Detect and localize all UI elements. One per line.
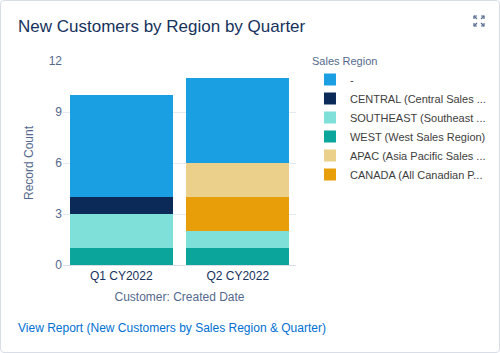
svg-text:Q2 CY2022: Q2 CY2022 — [206, 269, 269, 283]
html-text:New Customers by Region by Qua: New Customers by Region by Quarter — [18, 17, 306, 36]
svg-text:Sales Region: Sales Region — [312, 55, 377, 67]
svg-text:Customer: Created Date: Customer: Created Date — [114, 290, 244, 304]
svg-text:0: 0 — [55, 258, 62, 272]
svg-text:Q1 CY2022: Q1 CY2022 — [90, 269, 153, 283]
html-text:View Report (New Customers by: View Report (New Customers by Sales Regi… — [18, 321, 326, 335]
svg-text:12: 12 — [49, 54, 63, 68]
svg-text:3: 3 — [55, 207, 62, 221]
svg-text:CANADA (All Canadian P...: CANADA (All Canadian P... — [350, 169, 482, 181]
svg-text:SOUTHEAST (Southeast ...: SOUTHEAST (Southeast ... — [350, 112, 486, 124]
svg-text:Record Count: Record Count — [22, 125, 36, 200]
svg-text:6: 6 — [55, 156, 62, 170]
svg-text:WEST (West Sales Region): WEST (West Sales Region) — [350, 131, 485, 143]
svg-text:APAC (Asia Pacific Sales ...: APAC (Asia Pacific Sales ... — [350, 150, 486, 162]
svg-text:CENTRAL (Central Sales ...: CENTRAL (Central Sales ... — [350, 93, 486, 105]
svg-text:-: - — [350, 74, 354, 86]
svg-text:9: 9 — [55, 105, 62, 119]
